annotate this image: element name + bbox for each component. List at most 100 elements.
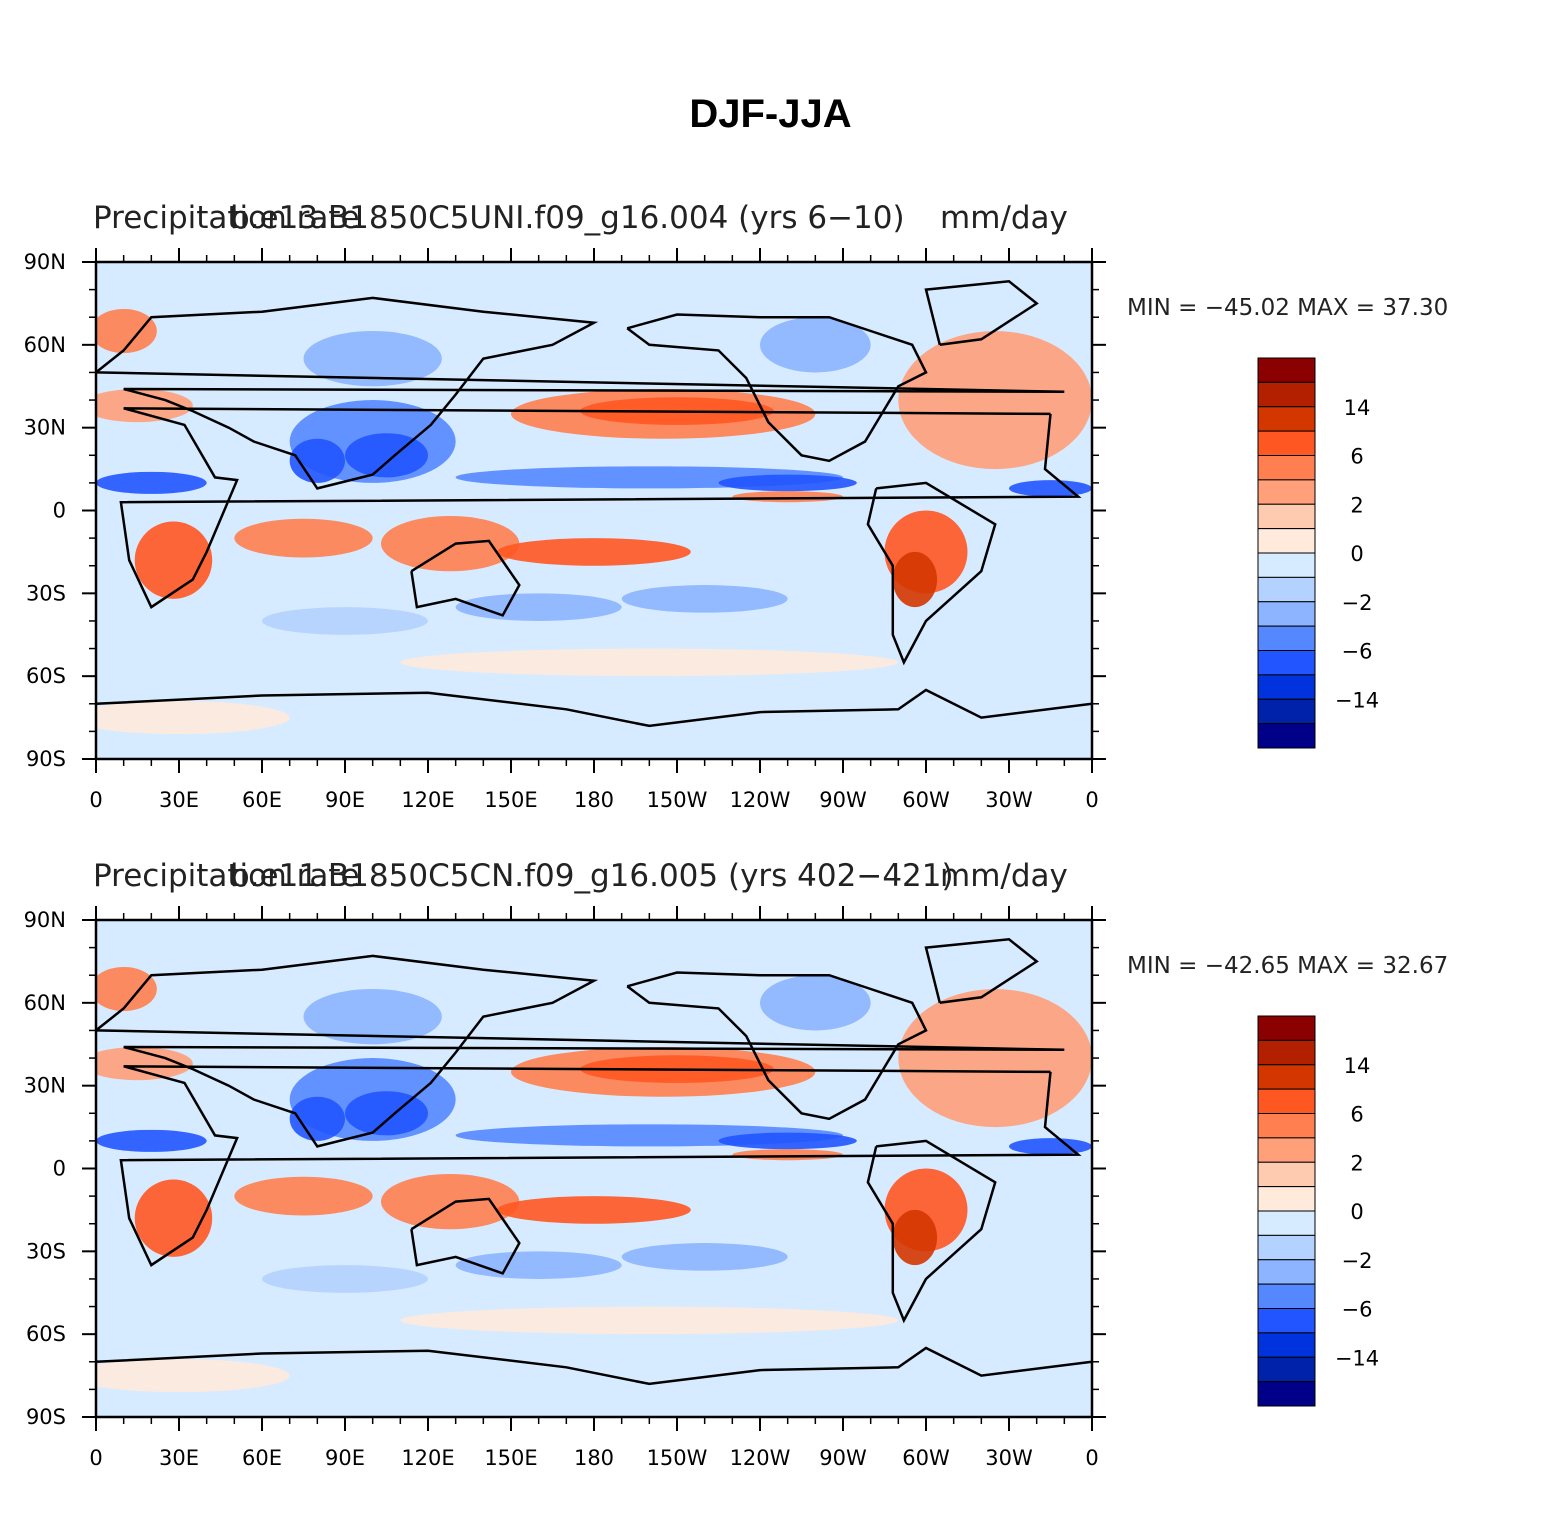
anomaly-region bbox=[96, 1047, 193, 1081]
colorbar-label: −2 bbox=[1342, 1249, 1373, 1273]
x-tick-label: 120E bbox=[401, 1446, 454, 1470]
coastline bbox=[119, 407, 1082, 609]
anomaly-region bbox=[732, 1149, 844, 1161]
anomaly-region bbox=[898, 331, 1092, 470]
x-tick-label: 0 bbox=[1085, 1446, 1098, 1470]
colorbar-box bbox=[1257, 455, 1316, 481]
panel-center-title: b.e13.B1850C5UNI.f09_g16.004 (yrs 6−10) bbox=[230, 200, 905, 236]
y-tick-label: 0 bbox=[53, 499, 66, 523]
colorbar-label: −14 bbox=[1335, 1346, 1379, 1370]
colorbar-label: −2 bbox=[1342, 591, 1373, 615]
y-tick-label: 30N bbox=[24, 1074, 66, 1098]
x-tick-label: 0 bbox=[89, 1446, 102, 1470]
colorbar-box bbox=[1257, 1064, 1316, 1090]
panel-center-title: b.e11.B1850C5CN.f09_g16.005 (yrs 402−421… bbox=[230, 858, 954, 894]
coastline bbox=[96, 688, 1092, 728]
x-tick-label: 0 bbox=[1085, 788, 1098, 812]
y-tick-label: 90S bbox=[26, 1405, 66, 1429]
coastline bbox=[410, 1197, 521, 1275]
anomaly-region bbox=[760, 317, 871, 373]
y-tick-label: 30N bbox=[24, 416, 66, 440]
colorbar-box bbox=[1257, 1113, 1316, 1139]
x-tick-label: 90W bbox=[819, 1446, 867, 1470]
colorbar-box bbox=[1257, 1015, 1316, 1041]
x-tick-label: 120W bbox=[730, 788, 791, 812]
coastline bbox=[96, 296, 1065, 490]
y-tick-label: 90N bbox=[24, 250, 66, 274]
colorbar-box bbox=[1257, 1039, 1316, 1066]
anomaly-region bbox=[134, 521, 213, 599]
x-tick-label: 0 bbox=[89, 788, 102, 812]
colorbar-box bbox=[1257, 479, 1316, 505]
y-tick-label: 90S bbox=[26, 747, 66, 771]
y-tick-label: 30S bbox=[26, 581, 66, 605]
panel-left-title: Precipitation rate bbox=[93, 200, 360, 236]
anomaly-region bbox=[497, 538, 691, 566]
colorbar-label: 2 bbox=[1350, 493, 1363, 517]
coastline bbox=[96, 1346, 1092, 1386]
colorbar-label: 2 bbox=[1350, 1151, 1363, 1175]
coastline bbox=[866, 481, 997, 666]
panel-units: mm/day bbox=[940, 200, 1068, 236]
page-title: DJF-JJA bbox=[689, 92, 852, 136]
anomaly-region bbox=[1009, 480, 1092, 497]
anomaly-region bbox=[892, 1209, 938, 1266]
anomaly-region bbox=[345, 1091, 428, 1136]
map-plot: 0 30E 60E 90E 120E 150E 180 150W 120W 90W 60W 30W 09… bbox=[24, 248, 1379, 812]
coastline bbox=[96, 954, 1065, 1148]
colorbar-label: 0 bbox=[1350, 1200, 1363, 1224]
colorbar-box bbox=[1257, 503, 1316, 530]
panel-left-title: Precipitation rate bbox=[93, 858, 360, 894]
panel-units: mm/day bbox=[940, 858, 1068, 894]
anomaly-region bbox=[303, 989, 442, 1045]
anomaly-region bbox=[96, 308, 157, 354]
coastline bbox=[866, 1139, 997, 1324]
anomaly-region bbox=[289, 438, 346, 483]
anomaly-region bbox=[345, 433, 428, 478]
min-max-stats: MIN = −45.02 MAX = 37.30 bbox=[1127, 295, 1449, 321]
anomaly-region bbox=[621, 585, 788, 613]
y-tick-label: 60N bbox=[24, 991, 66, 1015]
colorbar-box bbox=[1257, 1137, 1316, 1163]
anomaly-region bbox=[134, 1179, 213, 1257]
x-tick-label: 180 bbox=[574, 788, 614, 812]
anomaly-region bbox=[262, 607, 428, 635]
coastline bbox=[410, 539, 521, 617]
anomaly-region bbox=[400, 648, 899, 677]
anomaly-region bbox=[732, 491, 844, 503]
y-tick-label: 60S bbox=[26, 664, 66, 688]
x-tick-label: 90E bbox=[325, 788, 365, 812]
x-tick-label: 150W bbox=[647, 788, 708, 812]
colorbar-label: 6 bbox=[1350, 1103, 1363, 1127]
anomaly-region bbox=[96, 389, 193, 423]
colorbar-label: 14 bbox=[1344, 396, 1371, 420]
colorbar-box bbox=[1257, 528, 1316, 554]
anomaly-region bbox=[96, 471, 207, 494]
x-tick-label: 150E bbox=[484, 788, 537, 812]
colorbar-box bbox=[1257, 1308, 1316, 1334]
x-tick-label: 30W bbox=[985, 788, 1033, 812]
map-plot: 0 30E 60E 90E 120E 150E 180 150W 120W 90W 60W 30W 09… bbox=[24, 906, 1379, 1470]
colorbar-box bbox=[1257, 1283, 1316, 1309]
colorbar-box bbox=[1257, 601, 1316, 627]
colorbar-box bbox=[1257, 650, 1316, 676]
x-tick-label: 30W bbox=[985, 1446, 1033, 1470]
colorbar-label: 14 bbox=[1344, 1054, 1371, 1078]
min-max-stats: MIN = −42.65 MAX = 32.67 bbox=[1127, 953, 1449, 979]
x-tick-label: 180 bbox=[574, 1446, 614, 1470]
anomaly-region bbox=[380, 516, 520, 572]
colorbar-box bbox=[1257, 1332, 1316, 1358]
x-tick-label: 90E bbox=[325, 1446, 365, 1470]
colorbar-box bbox=[1257, 406, 1316, 432]
colorbar-box bbox=[1257, 1259, 1316, 1285]
colorbar-box bbox=[1257, 1381, 1316, 1407]
anomaly-region bbox=[892, 551, 938, 608]
colorbar-label: −6 bbox=[1342, 1298, 1373, 1322]
x-tick-label: 90W bbox=[819, 788, 867, 812]
y-tick-label: 0 bbox=[53, 1157, 66, 1181]
map-panel-top: Precipitation rate b.e13.B1850C5UNI.f09_… bbox=[0, 200, 1541, 840]
anomaly-region bbox=[380, 1174, 520, 1230]
anomaly-region bbox=[289, 1096, 346, 1141]
x-tick-label: 60E bbox=[242, 788, 282, 812]
coastline bbox=[924, 938, 1039, 1005]
